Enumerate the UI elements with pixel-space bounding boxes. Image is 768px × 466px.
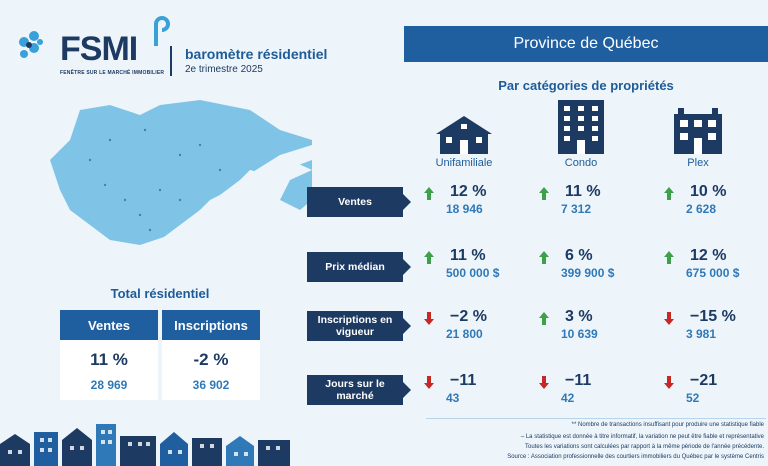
arrow-down-icon (424, 376, 434, 389)
note-source: Source : Association professionnelle des… (507, 454, 764, 460)
metric-value: 42 (561, 391, 575, 405)
total-inscriptions-value: 36 902 (192, 378, 230, 392)
metric-value: 2 628 (686, 202, 717, 216)
arrow-up-icon (539, 251, 549, 264)
metric-pct: −15 % (690, 308, 736, 325)
metric-value: 21 800 (446, 327, 483, 341)
logo-text: FSMI (60, 30, 138, 68)
condo-building-icon (558, 100, 604, 154)
house-icon (436, 116, 492, 154)
arrow-up-icon (424, 251, 434, 264)
arrow-up-icon (539, 312, 549, 325)
metric-cell: −2 % 21 800 (424, 308, 534, 348)
total-ventes-pct: 11 % (90, 350, 128, 369)
metric-label-inscriptions: Inscriptions en vigueur (307, 311, 411, 341)
metric-value: 399 900 $ (561, 266, 615, 280)
metric-pct: 3 % (565, 308, 593, 325)
city-skyline-illustration (0, 424, 290, 466)
arrow-down-icon (539, 376, 549, 389)
arrow-up-icon (664, 187, 674, 200)
category-label-plex: Plex (687, 157, 709, 169)
metric-cell: −21 52 (664, 372, 768, 412)
metric-pct: −11 (565, 372, 592, 389)
notes-divider (426, 418, 766, 419)
barometer-quarter: 2e trimestre 2025 (185, 64, 263, 75)
arrow-down-icon (664, 312, 674, 325)
quebec-map (50, 100, 312, 245)
metric-cell: 11 % 500 000 $ (424, 247, 534, 287)
metric-cell: 6 % 399 900 $ (539, 247, 649, 287)
total-inscriptions-label: Inscriptions (162, 310, 260, 340)
metric-pct: 12 % (690, 247, 727, 264)
arrow-up-icon (664, 251, 674, 264)
total-inscriptions-card: Inscriptions -2 % 36 902 (162, 310, 260, 400)
metric-cell: −11 42 (539, 372, 649, 412)
metric-value: 18 946 (446, 202, 483, 216)
note-informative: – La statistique est donnée à titre info… (520, 434, 764, 440)
metric-cell: −11 43 (424, 372, 534, 412)
metric-pct: −2 % (450, 308, 487, 325)
arrow-down-icon (424, 312, 434, 325)
metric-value: 43 (446, 391, 460, 405)
metric-pct: 11 % (565, 183, 601, 200)
metric-value: 3 981 (686, 327, 717, 341)
total-ventes-value: 28 969 (90, 378, 128, 392)
fsmi-logo (19, 16, 170, 58)
metric-pct: 6 % (565, 247, 593, 264)
metric-label-ventes: Ventes (307, 187, 411, 217)
arrow-up-icon (424, 187, 434, 200)
arrow-down-icon (664, 376, 674, 389)
metric-pct: 11 % (450, 247, 486, 264)
region-banner: Province de Québec (404, 26, 768, 62)
arrow-up-icon (539, 187, 549, 200)
total-ventes-card: Ventes 11 % 28 969 (60, 310, 158, 400)
metric-cell: −15 % 3 981 (664, 308, 768, 348)
metric-cell: 12 % 18 946 (424, 183, 534, 223)
metric-label-prix-median: Prix médian (307, 252, 411, 282)
header-divider (170, 46, 172, 76)
categories-title: Par catégories de propriétés (498, 78, 674, 93)
total-ventes-label: Ventes (60, 310, 158, 340)
total-title: Total résidentiel (110, 286, 210, 301)
category-label-unifamiliale: Unifamiliale (435, 157, 493, 169)
metric-value: 10 639 (561, 327, 598, 341)
metric-label-jours: Jours sur le marché (307, 375, 411, 405)
total-inscriptions-pct: -2 % (193, 350, 229, 369)
metric-cell: 11 % 7 312 (539, 183, 649, 223)
plex-building-icon (674, 108, 722, 154)
metric-pct: −11 (450, 372, 477, 389)
metric-value: 7 312 (561, 202, 592, 216)
barometer-title: baromètre résidentiel (185, 46, 328, 62)
metric-pct: 10 % (690, 183, 727, 200)
metric-pct: 12 % (450, 183, 487, 200)
note-insufficient: ** Nombre de transactions insuffisant po… (571, 422, 764, 428)
metric-value: 500 000 $ (446, 266, 500, 280)
metric-pct: −21 (690, 372, 718, 389)
category-label-condo: Condo (564, 157, 598, 169)
metric-value: 52 (686, 391, 700, 405)
metric-cell: 12 % 675 000 $ (664, 247, 768, 287)
metric-cell: 10 % 2 628 (664, 183, 768, 223)
note-variations: Toutes les variations sont calculées par… (525, 444, 764, 450)
logo-subtitle: FENÊTRE SUR LE MARCHÉ IMMOBILIER (60, 70, 165, 76)
metric-cell: 3 % 10 639 (539, 308, 649, 348)
metric-value: 675 000 $ (686, 266, 740, 280)
